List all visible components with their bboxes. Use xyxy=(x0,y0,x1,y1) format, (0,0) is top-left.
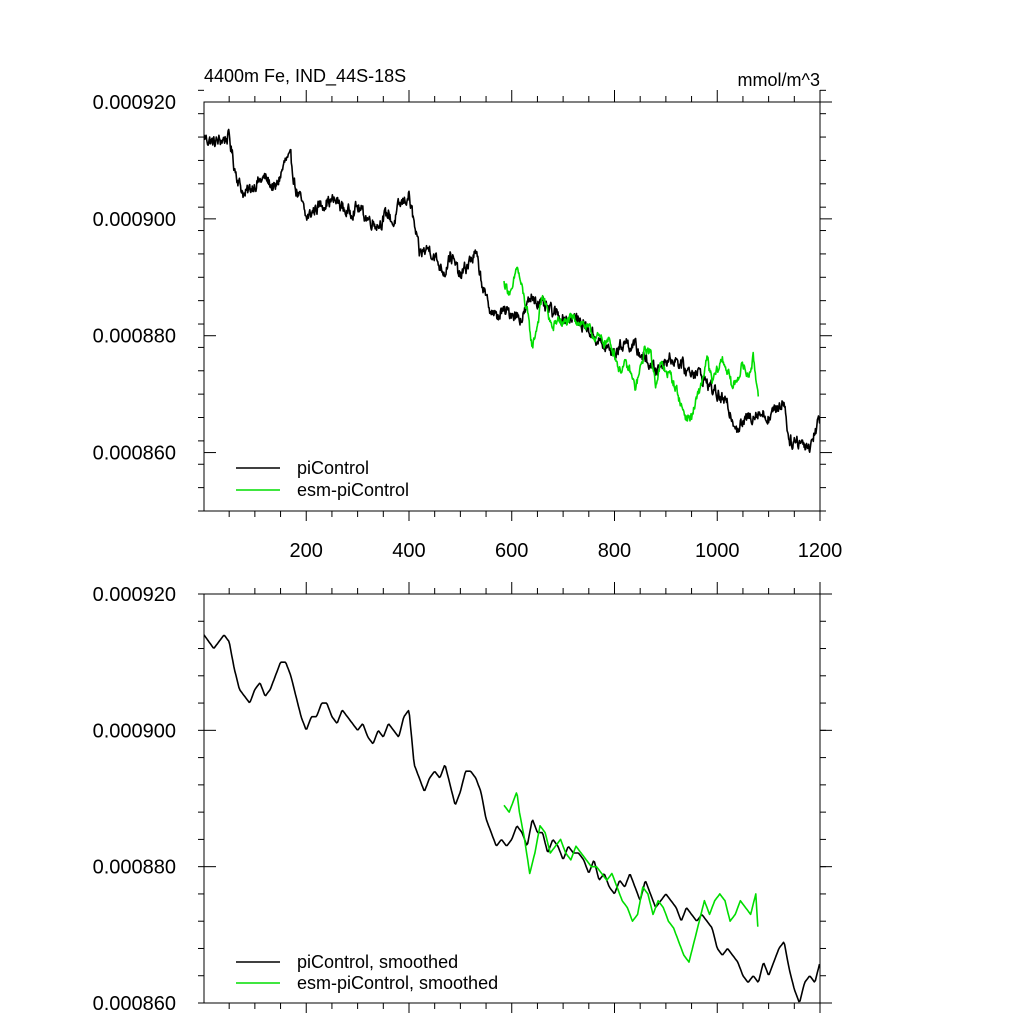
y-tick-label: 0.000900 xyxy=(93,720,176,742)
y-tick-labels-top: 0.000860 0.000880 0.000900 0.000920 xyxy=(93,92,176,465)
panel-title: 4400m Fe, IND_44S-18S xyxy=(204,66,406,87)
chart-panel-top: 0.000860 0.000880 0.000900 0.000920 200 400 6… xyxy=(93,89,843,562)
x-tick-label: 1000 xyxy=(695,540,740,562)
y-tick-label: 0.000920 xyxy=(93,584,176,606)
y-tick-labels-bottom: 0.000860 0.000880 0.000900 0.000920 xyxy=(93,584,176,1015)
y-tick-label: 0.000860 xyxy=(93,443,176,465)
y-tick-label: 0.000860 xyxy=(93,993,176,1015)
y-tick-label: 0.000880 xyxy=(93,857,176,879)
y-tick-label: 0.000900 xyxy=(93,209,176,231)
chart-panel-bottom: 0.000860 0.000880 0.000900 0.000920 piContr… xyxy=(93,582,832,1015)
x-tick-label: 400 xyxy=(392,540,425,562)
legend-label: esm-piControl xyxy=(297,480,409,500)
tick-marks-top xyxy=(198,89,832,521)
units-label: mmol/m^3 xyxy=(738,70,820,90)
x-tick-label: 600 xyxy=(495,540,528,562)
y-tick-label: 0.000880 xyxy=(93,326,176,348)
series-line-esm-picontrol-smoothed xyxy=(503,792,759,963)
series-line-picontrol xyxy=(204,128,820,453)
series-line-esm-picontrol xyxy=(503,266,760,422)
legend-label: piControl, smoothed xyxy=(297,952,458,972)
series-line-picontrol-smoothed xyxy=(204,634,820,1003)
x-tick-label: 200 xyxy=(290,540,323,562)
series-lines-top xyxy=(204,128,820,453)
x-tick-label: 800 xyxy=(598,540,631,562)
y-tick-label: 0.000920 xyxy=(93,92,176,114)
x-tick-labels-top: 200 400 600 800 1000 1200 xyxy=(290,540,843,562)
legend-label: piControl xyxy=(297,458,369,478)
series-lines-bottom xyxy=(204,634,820,1003)
legend-label: esm-piControl, smoothed xyxy=(297,973,498,993)
x-tick-label: 1200 xyxy=(798,540,843,562)
tick-marks-bottom xyxy=(198,582,832,1013)
